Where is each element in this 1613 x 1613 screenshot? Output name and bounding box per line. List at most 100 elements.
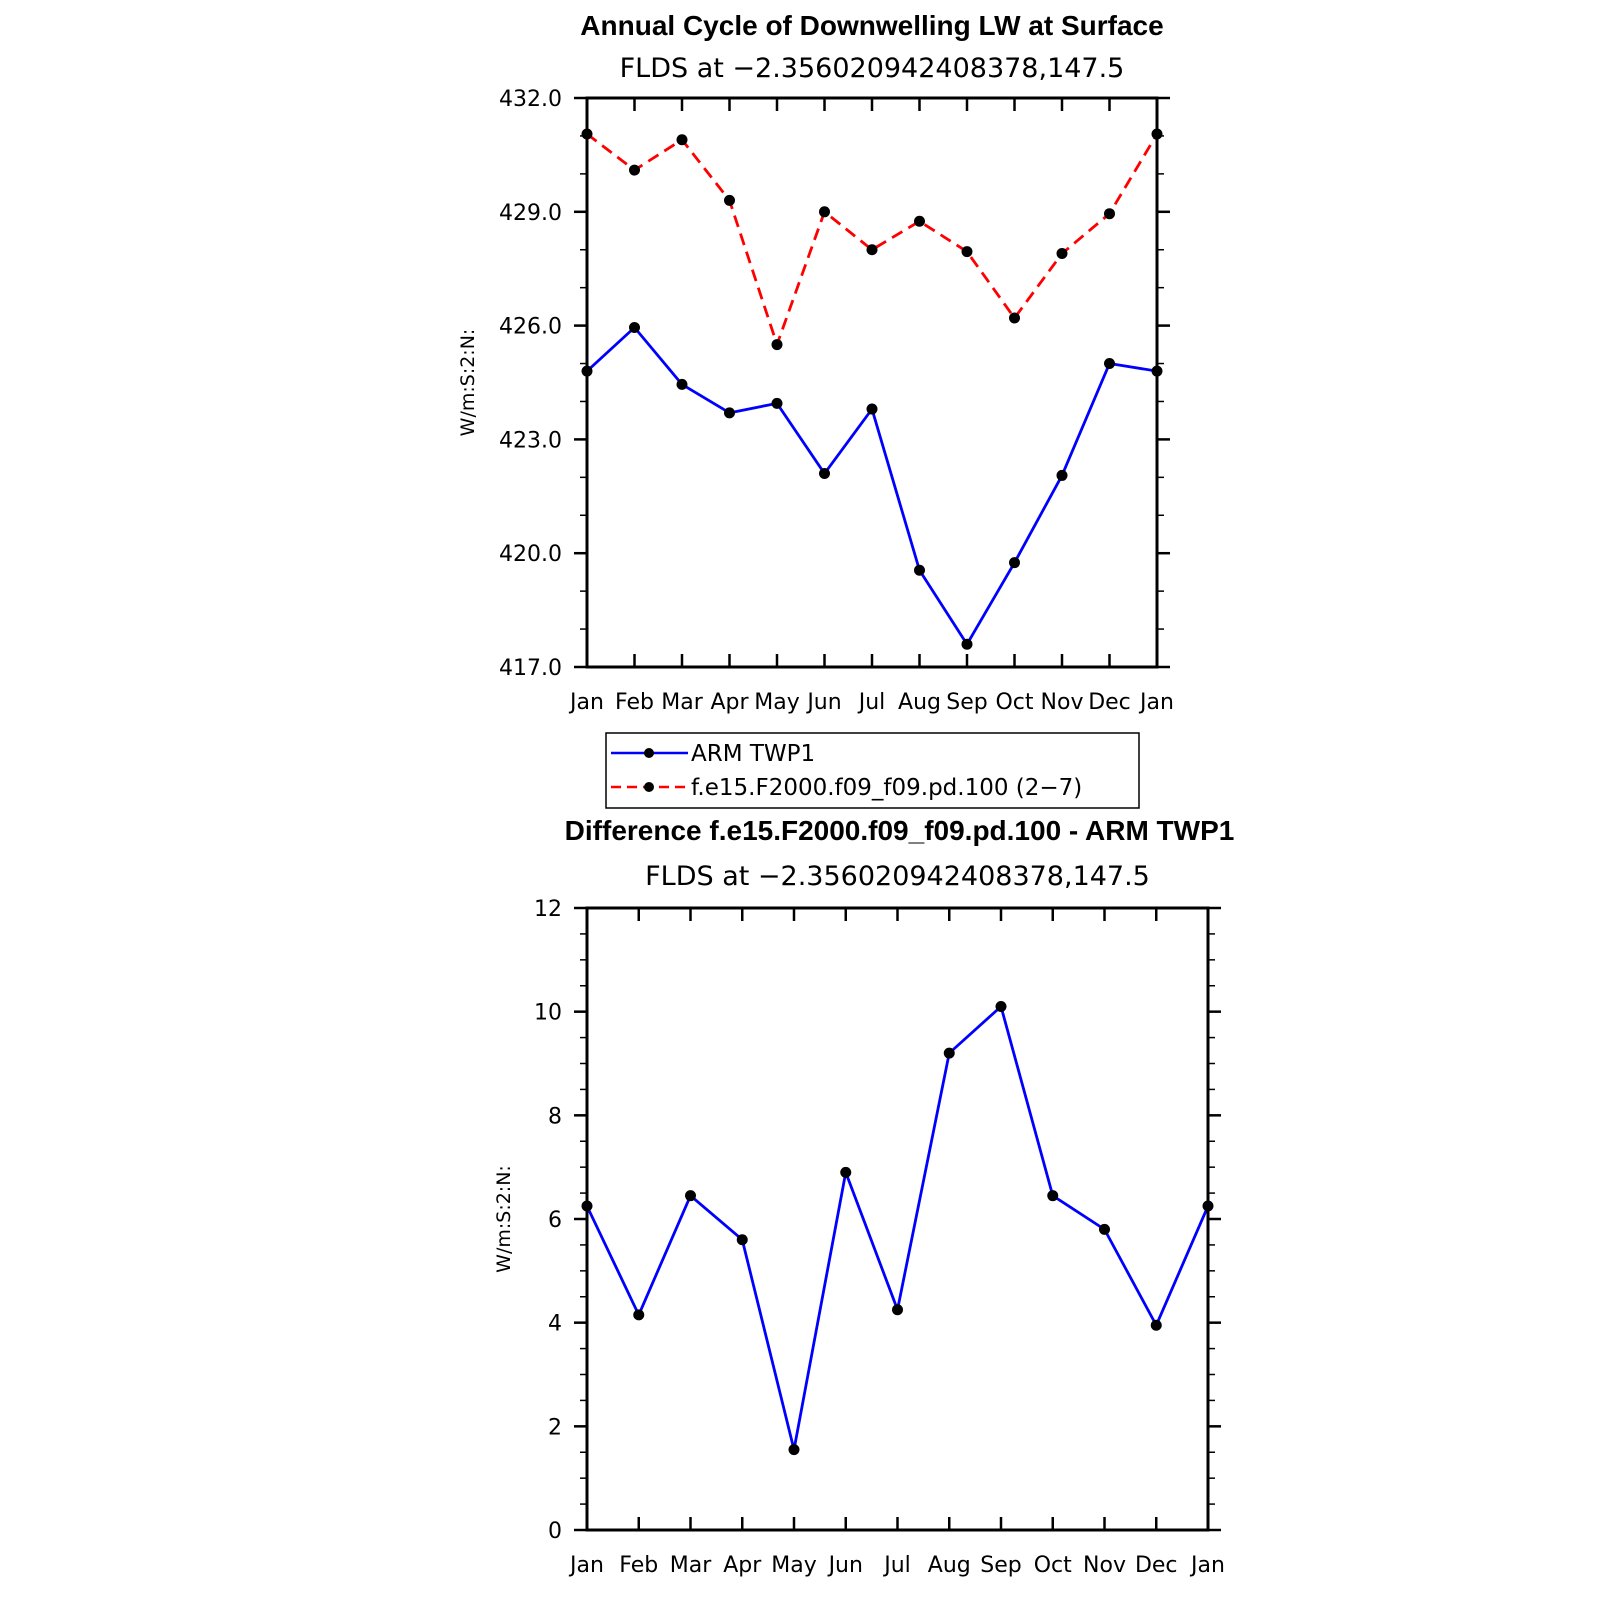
y-tick-label: 6 <box>548 1208 562 1233</box>
series-markers <box>581 128 1163 650</box>
y-tick-label: 420.0 <box>499 542 562 567</box>
data-point <box>676 378 688 390</box>
data-point <box>1056 469 1068 481</box>
y-tick-label: 10 <box>534 1001 562 1026</box>
data-point <box>1150 1319 1162 1331</box>
data-point <box>1047 1190 1059 1202</box>
data-point <box>943 1047 955 1059</box>
series-lines <box>585 1005 1210 1452</box>
legend-marker-arm-twp1 <box>644 748 654 758</box>
tick-labels: Jan Feb Mar Apr May Jun Jul Aug Sep Oct Nov Dec Jan0… <box>534 897 1225 1578</box>
y-tick-label: 2 <box>548 1415 562 1440</box>
legend-label-arm-twp1: ARM TWP1 <box>691 741 815 767</box>
data-point <box>676 134 688 146</box>
y-tick-label: 417.0 <box>499 656 562 681</box>
x-tick-label: Oct <box>995 690 1033 715</box>
top-chart-panel: Annual Cycle of Downwelling LW at Surfac… <box>457 10 1174 715</box>
chart-title: Annual Cycle of Downwelling LW at Surfac… <box>580 10 1163 41</box>
data-point <box>771 397 783 409</box>
axis-ticks <box>574 906 1221 1532</box>
series-lines <box>586 132 1159 646</box>
data-point <box>961 638 973 650</box>
data-point <box>633 1309 645 1321</box>
legend: ARM TWP1 f.e15.F2000.f09_f09.pd.100 (2−7… <box>605 732 1140 809</box>
x-tick-label: Jan <box>1189 1553 1225 1578</box>
x-tick-label: Jan <box>568 690 604 715</box>
data-point <box>1056 248 1068 260</box>
axis-ticks <box>574 96 1170 669</box>
x-tick-label: Dec <box>1135 1553 1178 1578</box>
data-point <box>840 1166 852 1178</box>
data-point <box>914 215 925 227</box>
data-point <box>866 244 878 256</box>
y-tick-label: 12 <box>534 897 562 922</box>
data-point <box>1104 358 1115 370</box>
y-axis-label: W/m:S:2:N: <box>493 1165 515 1273</box>
y-tick-label: 432.0 <box>499 87 562 112</box>
x-tick-label: May <box>771 1553 816 1578</box>
x-tick-label: Sep <box>980 1553 1021 1578</box>
data-point <box>914 564 925 576</box>
x-tick-label: Nov <box>1083 1553 1126 1578</box>
data-point <box>1104 208 1115 220</box>
x-tick-label: Jul <box>882 1553 911 1578</box>
x-tick-label: Apr <box>710 690 749 715</box>
x-tick-label: Dec <box>1088 690 1131 715</box>
y-tick-label: 429.0 <box>499 201 562 226</box>
x-tick-label: Aug <box>898 690 941 715</box>
data-point <box>892 1304 903 1316</box>
x-tick-label: Oct <box>1034 1553 1072 1578</box>
x-tick-label: Jul <box>857 690 886 715</box>
x-tick-label: Aug <box>928 1553 971 1578</box>
data-point <box>866 403 878 415</box>
x-tick-label: Sep <box>946 690 987 715</box>
data-point <box>724 407 735 419</box>
data-point <box>819 468 830 480</box>
x-tick-label: Jun <box>805 690 841 715</box>
chart-subtitle: FLDS at −2.356020942408378,147.5 <box>620 53 1125 84</box>
chart-subtitle: FLDS at −2.356020942408378,147.5 <box>645 861 1150 892</box>
plot-frame <box>585 96 1159 669</box>
bottom-chart-panel: Difference f.e15.F2000.f09_f09.pd.100 - … <box>493 815 1234 1578</box>
data-point <box>629 321 640 333</box>
data-point <box>1099 1223 1110 1235</box>
series-line-1 <box>586 326 1158 646</box>
data-point <box>819 206 830 218</box>
data-point <box>961 246 973 258</box>
data-point <box>771 339 783 351</box>
data-point <box>629 164 640 176</box>
x-tick-label: Feb <box>619 1553 658 1578</box>
series-line-2 <box>586 132 1159 346</box>
y-tick-label: 426.0 <box>499 315 562 340</box>
y-axis-label: W/m:S:2:N: <box>457 329 479 437</box>
data-point <box>788 1444 800 1456</box>
data-point <box>685 1190 696 1202</box>
y-tick-label: 8 <box>548 1104 562 1129</box>
y-tick-label: 4 <box>548 1312 562 1337</box>
x-tick-label: Mar <box>670 1553 712 1578</box>
y-tick-label: 423.0 <box>499 428 562 453</box>
legend-box <box>605 732 1140 809</box>
data-point <box>736 1234 748 1246</box>
legend-label-model: f.e15.F2000.f09_f09.pd.100 (2−7) <box>691 775 1082 801</box>
y-tick-label: 0 <box>548 1519 562 1544</box>
x-tick-label: Feb <box>615 690 654 715</box>
x-tick-label: Nov <box>1041 690 1084 715</box>
series-line-1 <box>585 1005 1210 1452</box>
data-point <box>1009 557 1020 569</box>
legend-marker-model <box>644 782 654 792</box>
tick-labels: Jan Feb Mar Apr May Jun Jul Aug Sep Oct Nov Dec Jan4… <box>499 87 1174 715</box>
chart-title: Difference f.e15.F2000.f09_f09.pd.100 - … <box>565 815 1235 846</box>
x-tick-label: Jan <box>1138 690 1174 715</box>
data-point <box>995 1000 1007 1012</box>
series-markers <box>581 1000 1214 1456</box>
x-tick-label: Jun <box>827 1553 863 1578</box>
data-point <box>724 194 735 206</box>
x-tick-label: Apr <box>723 1553 762 1578</box>
x-tick-label: May <box>754 690 799 715</box>
plot-frame <box>585 906 1210 1532</box>
x-tick-label: Jan <box>568 1553 604 1578</box>
data-point <box>1009 312 1020 324</box>
x-tick-label: Mar <box>661 690 703 715</box>
